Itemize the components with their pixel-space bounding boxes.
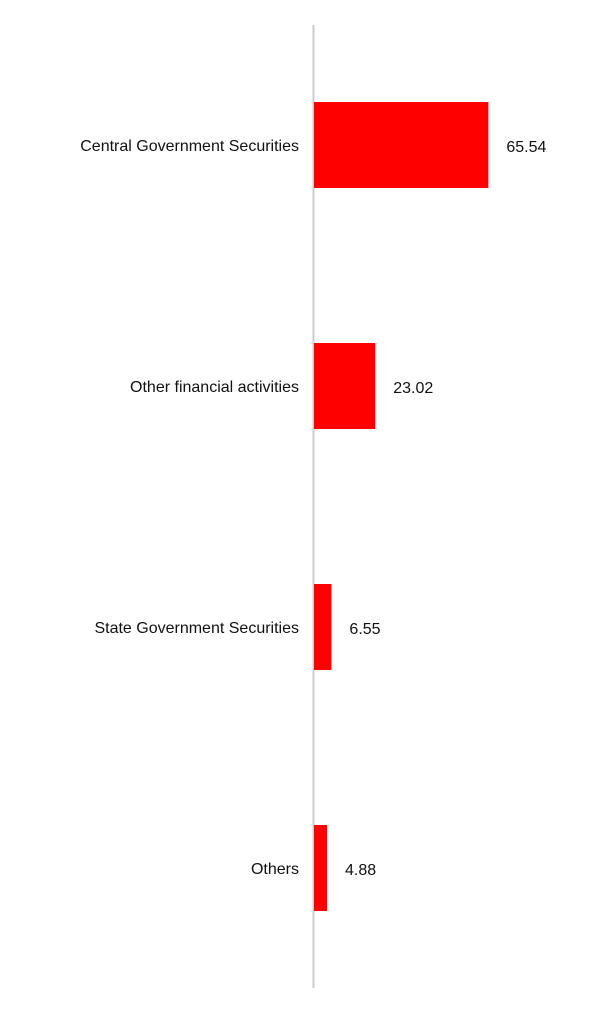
data-label: 65.54: [506, 139, 546, 156]
data-label: 6.55: [349, 621, 380, 638]
bar: [314, 825, 327, 911]
bar: [314, 343, 376, 429]
y-tick-label: Other financial activities: [130, 379, 299, 396]
y-tick-label: Others: [251, 861, 299, 878]
data-label: 23.02: [393, 380, 433, 397]
bar: [314, 584, 332, 670]
data-label: 4.88: [345, 862, 376, 879]
y-tick-label: State Government Securities: [94, 620, 299, 637]
y-tick-label: Central Government Securities: [80, 138, 299, 155]
bar: [314, 102, 489, 188]
